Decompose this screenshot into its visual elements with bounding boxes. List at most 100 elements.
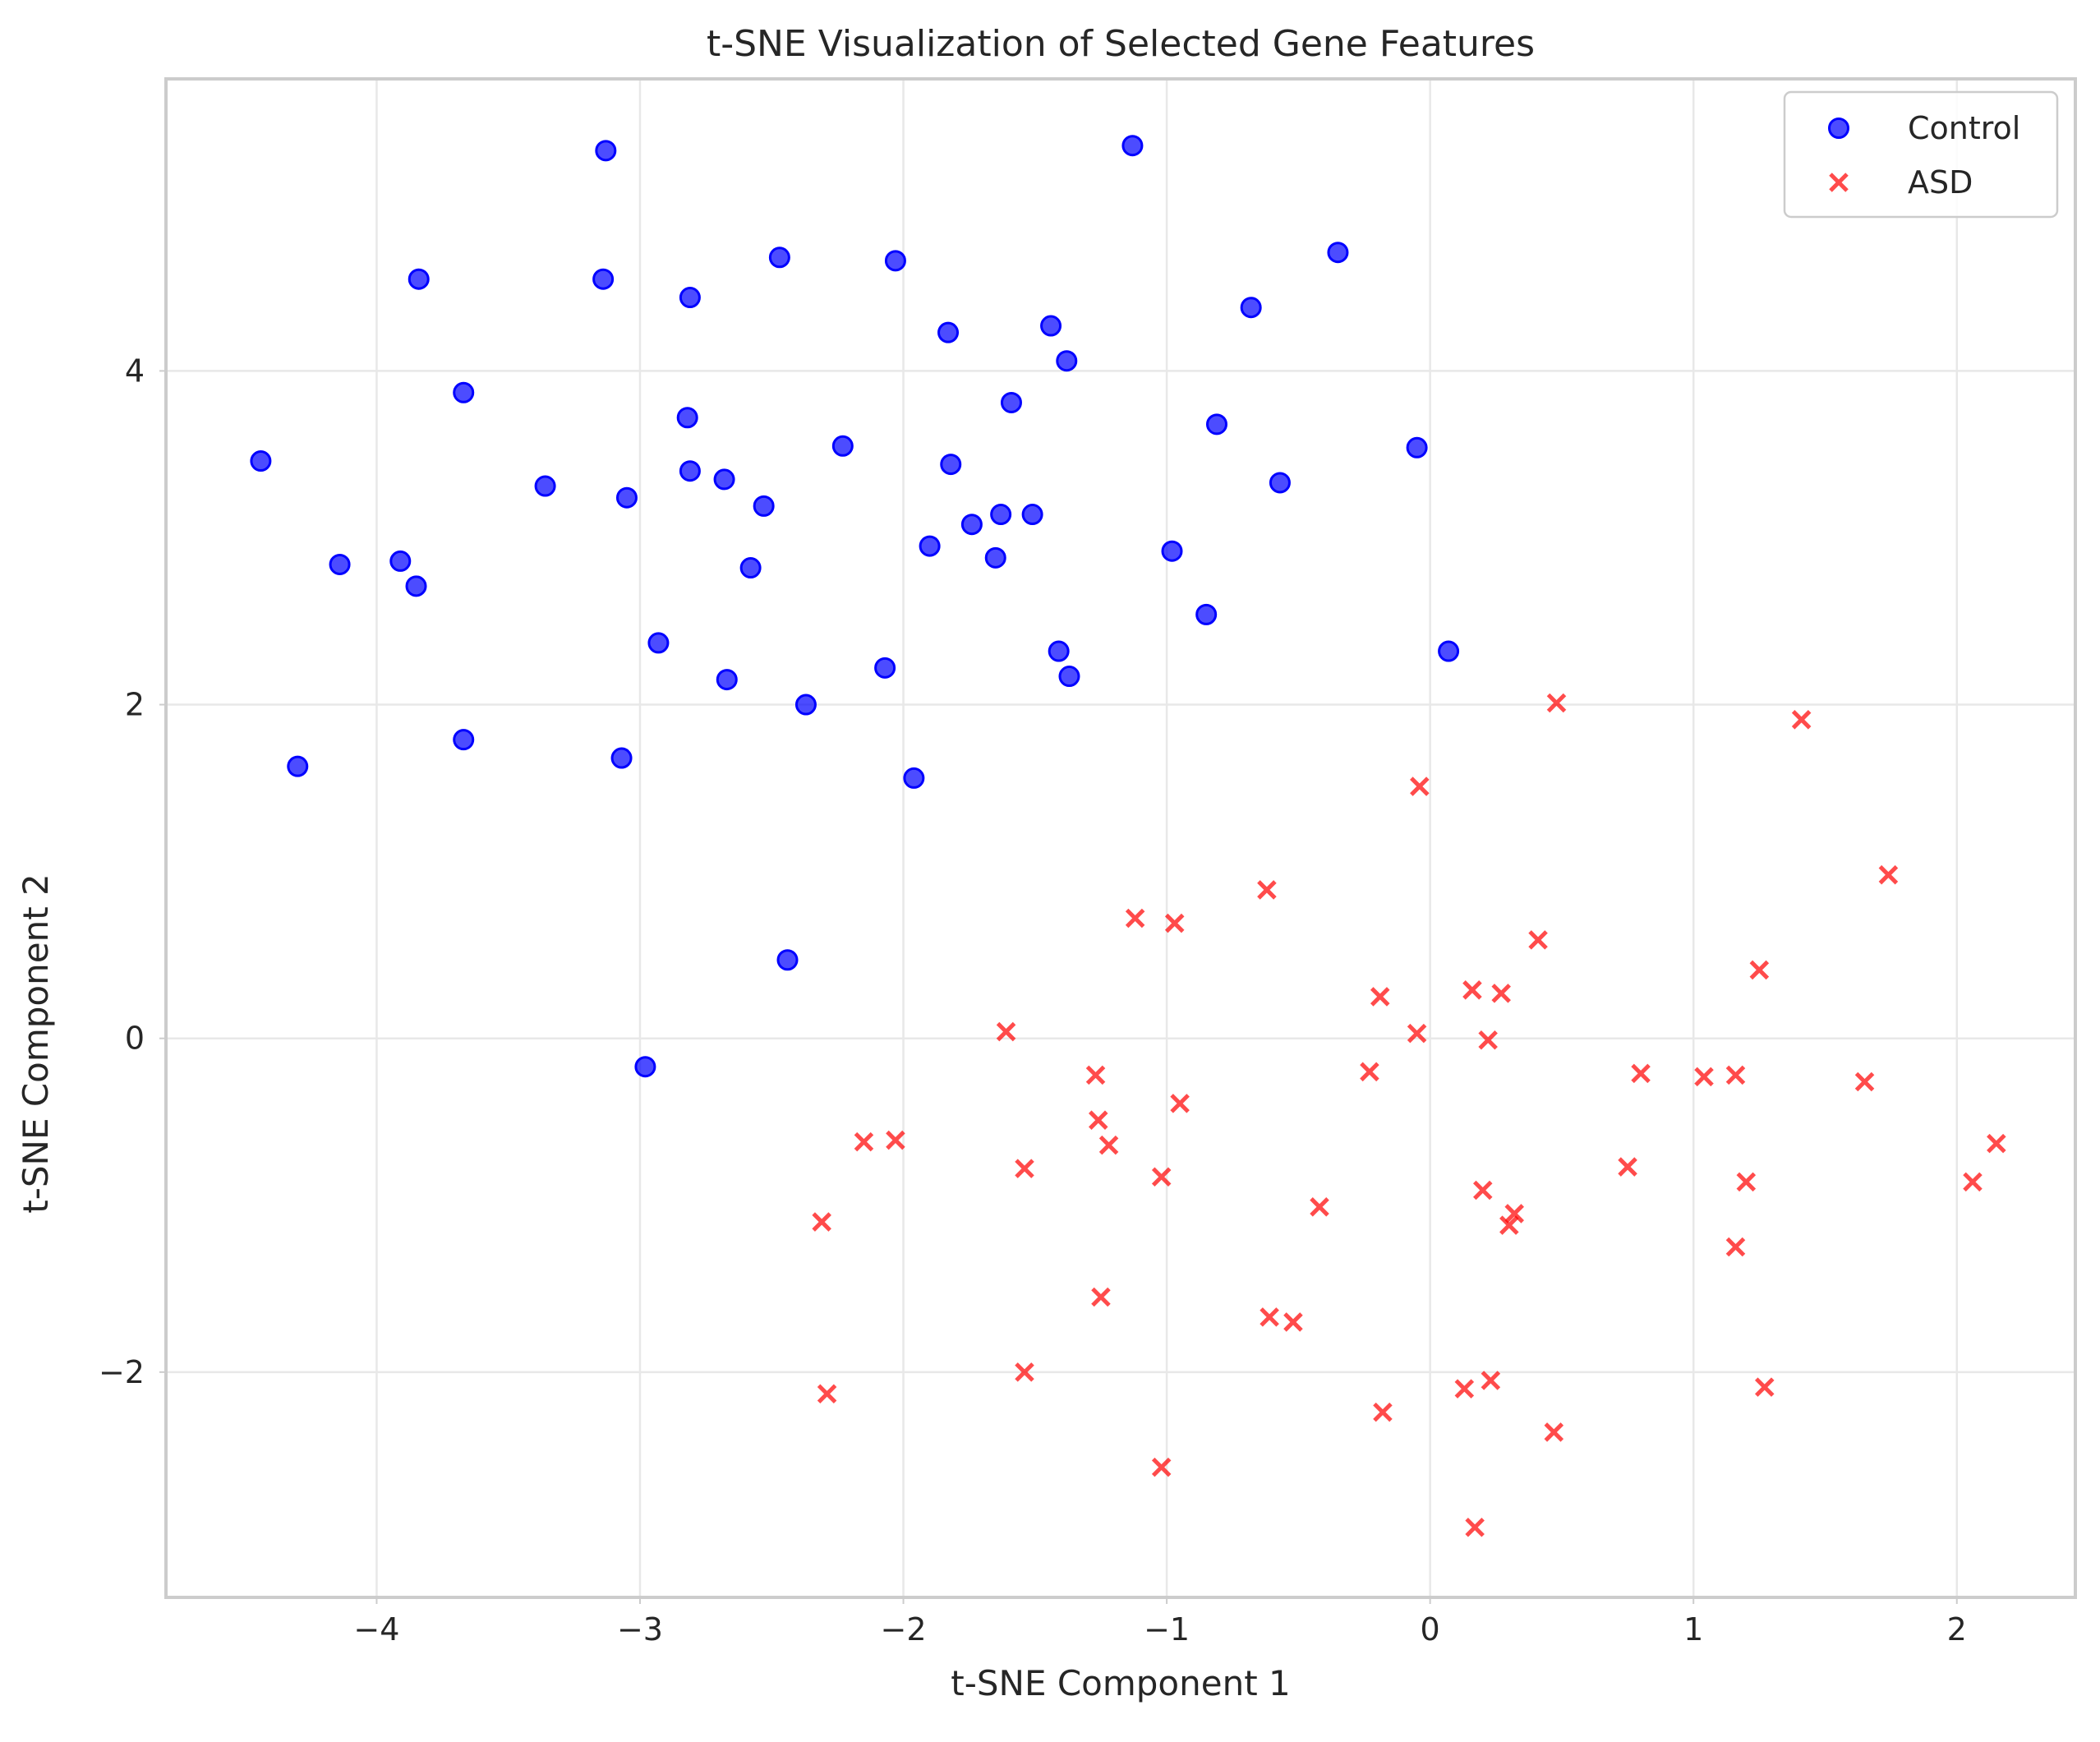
asd-point bbox=[1791, 710, 1812, 730]
asd-point bbox=[1987, 1133, 2006, 1154]
control-point bbox=[990, 504, 1012, 526]
control-point bbox=[1000, 391, 1022, 413]
asd-point bbox=[1257, 880, 1277, 900]
control-point bbox=[1438, 640, 1460, 662]
asd-point bbox=[996, 1021, 1016, 1042]
series-control bbox=[250, 135, 1460, 1078]
control-point bbox=[874, 657, 896, 679]
series-asd bbox=[812, 693, 2006, 1537]
asd-point bbox=[1370, 987, 1390, 1007]
control-point bbox=[1161, 540, 1183, 562]
y-tick-label: −2 bbox=[99, 1354, 145, 1390]
asd-point bbox=[1481, 1371, 1501, 1390]
asd-point bbox=[886, 1130, 905, 1150]
asd-point bbox=[1015, 1159, 1034, 1178]
asd-point bbox=[1462, 980, 1482, 1000]
y-axis-label: t-SNE Component 2 bbox=[16, 873, 56, 1214]
asd-point bbox=[1151, 1167, 1172, 1187]
asd-point bbox=[1631, 1063, 1651, 1084]
control-point bbox=[713, 468, 735, 491]
x-tick-label: −3 bbox=[617, 1611, 663, 1648]
control-point bbox=[329, 553, 351, 575]
control-point bbox=[984, 546, 1006, 569]
asd-point bbox=[1546, 693, 1567, 713]
x-tick-label: −4 bbox=[353, 1611, 399, 1648]
asd-point bbox=[1098, 1135, 1119, 1155]
control-point bbox=[794, 694, 817, 716]
control-point bbox=[960, 514, 983, 536]
control-point bbox=[453, 381, 475, 403]
control-point bbox=[679, 460, 701, 482]
asd-point bbox=[1410, 777, 1430, 796]
x-tick-label: −2 bbox=[881, 1611, 927, 1648]
x-axis-ticks: −4 −3 −2 −1 0 1 2 bbox=[353, 1597, 1967, 1648]
control-point bbox=[940, 454, 962, 476]
control-point bbox=[408, 268, 430, 290]
grid bbox=[166, 79, 2075, 1597]
control-point bbox=[534, 475, 556, 497]
asd-point bbox=[1260, 1307, 1279, 1327]
asd-point bbox=[1085, 1065, 1106, 1085]
control-point bbox=[1327, 242, 1349, 264]
control-point bbox=[937, 321, 960, 343]
legend-marker-asd bbox=[1829, 173, 1849, 192]
asd-point bbox=[1478, 1030, 1498, 1050]
asd-point bbox=[1465, 1517, 1485, 1537]
asd-point bbox=[1544, 1422, 1564, 1442]
control-point bbox=[1195, 603, 1218, 625]
y-axis-ticks: −2 0 2 4 bbox=[99, 353, 166, 1390]
control-point bbox=[250, 450, 272, 472]
y-tick-label: 4 bbox=[125, 353, 145, 389]
legend-marker-control bbox=[1828, 118, 1849, 139]
control-point bbox=[634, 1056, 656, 1078]
control-point bbox=[453, 729, 475, 751]
control-point bbox=[1206, 413, 1228, 436]
control-point bbox=[1058, 666, 1080, 688]
asd-point bbox=[1963, 1172, 1983, 1192]
control-point bbox=[1040, 315, 1062, 337]
plot-frame bbox=[164, 77, 2077, 1599]
control-point bbox=[592, 268, 615, 290]
control-point bbox=[768, 247, 790, 269]
x-tick-label: −1 bbox=[1144, 1611, 1190, 1648]
control-point bbox=[610, 747, 633, 769]
asd-point bbox=[1360, 1062, 1379, 1082]
control-point bbox=[405, 575, 427, 597]
asd-point bbox=[1491, 984, 1511, 1003]
chart-title: t-SNE Visualization of Selected Gene Fea… bbox=[707, 23, 1535, 65]
x-axis-label: t-SNE Component 1 bbox=[951, 1663, 1291, 1703]
control-point bbox=[595, 140, 617, 162]
x-tick-label: 2 bbox=[1947, 1611, 1967, 1648]
legend: Control ASD bbox=[1783, 90, 2059, 219]
legend-box bbox=[1783, 90, 2059, 219]
asd-point bbox=[1472, 1180, 1493, 1201]
control-point bbox=[739, 557, 762, 579]
legend-label-control: Control bbox=[1908, 110, 2020, 146]
asd-point bbox=[1725, 1065, 1746, 1085]
control-point bbox=[753, 495, 775, 517]
asd-point bbox=[1454, 1379, 1475, 1399]
asd-point bbox=[1310, 1197, 1329, 1217]
control-point bbox=[919, 535, 941, 557]
control-point bbox=[776, 949, 799, 971]
asd-point bbox=[1736, 1172, 1757, 1192]
x-tick-label: 1 bbox=[1683, 1611, 1703, 1648]
asd-point bbox=[1878, 864, 1899, 885]
control-point bbox=[1406, 436, 1428, 459]
control-point bbox=[1021, 504, 1043, 526]
control-point bbox=[903, 767, 925, 789]
y-tick-label: 2 bbox=[125, 687, 145, 723]
asd-point bbox=[1091, 1287, 1111, 1307]
asd-point bbox=[1499, 1215, 1519, 1235]
asd-point bbox=[1170, 1094, 1190, 1113]
x-tick-label: 0 bbox=[1421, 1611, 1440, 1648]
asd-point bbox=[1504, 1204, 1524, 1224]
control-point bbox=[1121, 135, 1144, 157]
legend-label-asd: ASD bbox=[1908, 164, 1973, 200]
asd-point bbox=[1373, 1402, 1393, 1422]
asd-point bbox=[1725, 1237, 1746, 1257]
control-point bbox=[884, 250, 906, 272]
control-point bbox=[1056, 350, 1078, 372]
asd-point bbox=[1283, 1312, 1303, 1332]
data-points bbox=[250, 135, 2006, 1537]
